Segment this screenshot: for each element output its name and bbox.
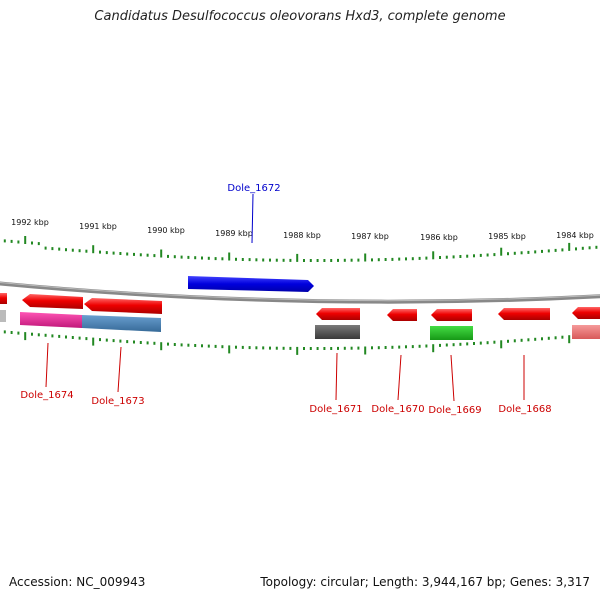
gene-partial-right[interactable] — [572, 307, 600, 319]
gene-label-dole-1670[interactable]: Dole_1670 — [371, 404, 424, 415]
gene-dole-1669[interactable] — [431, 309, 472, 321]
gene-label-dole-1668[interactable]: Dole_1668 — [498, 404, 551, 415]
leader-dole-1670 — [397, 354, 402, 401]
gene-label-dole-1674[interactable]: Dole_1674 — [20, 390, 73, 401]
gene-dole-1670[interactable] — [387, 309, 417, 321]
scale-label-1986: 1986 kbp — [420, 233, 458, 242]
scale-label-1991: 1991 kbp — [79, 222, 117, 231]
scale-label-1985: 1985 kbp — [488, 232, 526, 241]
scale-label-1989: 1989 kbp — [215, 229, 253, 238]
genome-summary-text: Topology: circular; Length: 3,944,167 bp… — [260, 575, 590, 589]
gene-dole-1668[interactable] — [498, 308, 550, 320]
cog-box-dole-1674 — [20, 312, 82, 328]
leader-dole-1673 — [117, 346, 122, 393]
leader-dole-1672 — [251, 193, 254, 244]
gene-label-dole-1669[interactable]: Dole_1669 — [428, 405, 481, 416]
scale-label-1992: 1992 kbp — [11, 218, 49, 227]
leader-dole-1669 — [450, 354, 455, 402]
outer-scale-ticks — [3, 236, 598, 262]
accession-text: Accession: NC_009943 — [9, 575, 146, 589]
scale-label-1988: 1988 kbp — [283, 231, 321, 240]
gene-dole-1673[interactable] — [84, 298, 162, 314]
cog-box-dole-1671 — [315, 325, 360, 339]
map-title: Candidatus Desulfococcus oleovorans Hxd3… — [94, 9, 506, 24]
scale-label-1990: 1990 kbp — [147, 226, 185, 235]
inner-scale-ticks — [3, 330, 598, 355]
gene-dole-1674[interactable] — [22, 294, 83, 309]
cog-box-dole-1669 — [430, 326, 473, 340]
leader-dole-1674 — [45, 342, 49, 388]
leader-dole-1671 — [335, 352, 338, 401]
genome-backbone-highlight — [0, 281, 600, 302]
gene-dole-1671[interactable] — [316, 308, 360, 320]
gene-label-dole-1673[interactable]: Dole_1673 — [91, 396, 144, 407]
scale-label-1984: 1984 kbp — [556, 231, 594, 240]
gene-dole-1672[interactable] — [188, 276, 314, 292]
scale-label-1987: 1987 kbp — [351, 232, 389, 241]
gene-partial-left[interactable] — [0, 293, 7, 304]
gene-label-dole-1671[interactable]: Dole_1671 — [309, 404, 362, 415]
cog-box-partial-right — [572, 325, 600, 339]
cog-box-dole-1673 — [82, 315, 161, 332]
gene-label-dole-1672[interactable]: Dole_1672 — [227, 183, 280, 194]
cog-box-partial-left — [0, 310, 6, 322]
genome-backbone — [0, 281, 600, 304]
